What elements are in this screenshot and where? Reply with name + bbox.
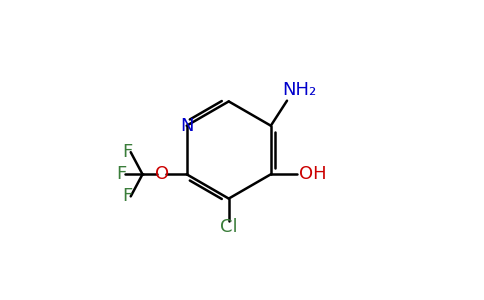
Text: N: N bbox=[180, 117, 194, 135]
Text: F: F bbox=[122, 143, 132, 161]
Text: F: F bbox=[116, 165, 126, 183]
Text: NH₂: NH₂ bbox=[283, 81, 317, 99]
Text: OH: OH bbox=[299, 165, 327, 183]
Text: O: O bbox=[154, 165, 169, 183]
Text: Cl: Cl bbox=[220, 218, 238, 236]
Text: F: F bbox=[122, 188, 132, 206]
